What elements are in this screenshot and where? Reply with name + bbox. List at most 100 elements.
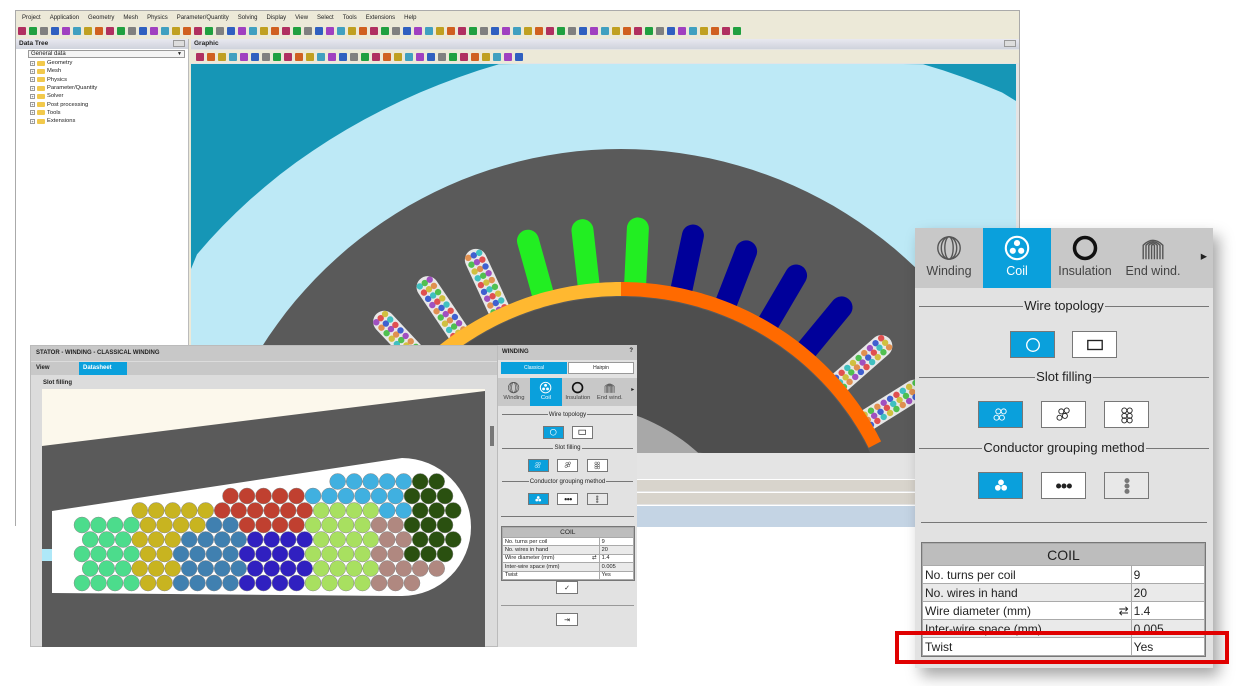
toolbar-button[interactable] bbox=[18, 26, 26, 35]
graphic-tool-button[interactable] bbox=[438, 52, 446, 61]
toolbar-button[interactable] bbox=[183, 26, 191, 35]
toolbar-button[interactable] bbox=[491, 26, 499, 35]
hex-filling-button[interactable] bbox=[527, 459, 549, 472]
round-wire-button[interactable] bbox=[1010, 331, 1055, 358]
tree-item[interactable]: + Extensions bbox=[16, 117, 188, 125]
menu-display[interactable]: Display bbox=[266, 14, 287, 21]
toolbar-button[interactable] bbox=[447, 26, 455, 35]
tab-insulation[interactable]: Insulation bbox=[1051, 228, 1119, 288]
graphic-tool-button[interactable] bbox=[493, 52, 501, 61]
expand-icon[interactable]: + bbox=[30, 102, 35, 108]
graphic-tool-button[interactable] bbox=[273, 52, 281, 61]
tab-coil[interactable]: Coil bbox=[983, 228, 1051, 288]
toolbar-button[interactable] bbox=[513, 26, 521, 35]
toolbar-button[interactable] bbox=[414, 26, 422, 35]
round-wire-button[interactable] bbox=[542, 426, 564, 440]
toolbar-button[interactable] bbox=[601, 26, 609, 35]
menu-mesh[interactable]: Mesh bbox=[123, 14, 139, 21]
graphic-tool-button[interactable] bbox=[416, 52, 424, 61]
toolbar-button[interactable] bbox=[392, 26, 400, 35]
hex-filling-button[interactable] bbox=[978, 401, 1023, 428]
graphic-tool-button[interactable] bbox=[251, 52, 259, 61]
graphic-tool-button[interactable] bbox=[515, 52, 523, 61]
minimize-button[interactable] bbox=[173, 40, 185, 47]
toolbar-button[interactable] bbox=[304, 26, 312, 35]
row-value[interactable]: Yes bbox=[1130, 637, 1206, 656]
tab-insulation[interactable]: Insulation bbox=[562, 378, 594, 406]
menu-geometry[interactable]: Geometry bbox=[88, 14, 115, 21]
expand-icon[interactable]: + bbox=[30, 110, 35, 116]
toolbar-button[interactable] bbox=[271, 26, 279, 35]
tree-item[interactable]: + Physics bbox=[16, 76, 188, 84]
toolbar-button[interactable] bbox=[656, 26, 664, 35]
confirm-button[interactable]: ✓ bbox=[556, 581, 578, 594]
graphic-tool-button[interactable] bbox=[405, 52, 413, 61]
graphic-tool-button[interactable] bbox=[240, 52, 248, 61]
toolbar-button[interactable] bbox=[238, 26, 246, 35]
graphic-tool-button[interactable] bbox=[339, 52, 347, 61]
graphic-tool-button[interactable] bbox=[394, 52, 402, 61]
data-tree-dropdown[interactable]: General data ▼ bbox=[28, 50, 185, 58]
toolbar-button[interactable] bbox=[106, 26, 114, 35]
row-value[interactable]: 20 bbox=[598, 545, 634, 555]
toolbar-button[interactable] bbox=[84, 26, 92, 35]
toolbar-button[interactable] bbox=[689, 26, 697, 35]
tree-item[interactable]: + Geometry bbox=[16, 59, 188, 67]
menu-extensions[interactable]: Extensions bbox=[365, 14, 396, 21]
graphic-tool-button[interactable] bbox=[196, 52, 204, 61]
random-filling-button[interactable] bbox=[1041, 401, 1086, 428]
tab-endwind[interactable]: End wind. bbox=[1119, 228, 1187, 288]
row-value[interactable]: 20 bbox=[1130, 583, 1206, 602]
toolbar-button[interactable] bbox=[161, 26, 169, 35]
unit-convert-icon[interactable]: ⇄ bbox=[591, 555, 597, 562]
row-value[interactable]: 1.4 bbox=[598, 553, 634, 564]
row-value[interactable]: 9 bbox=[1130, 565, 1206, 584]
toolbar-button[interactable] bbox=[315, 26, 323, 35]
tree-item[interactable]: + Solver bbox=[16, 92, 188, 100]
menu-application[interactable]: Application bbox=[49, 14, 80, 21]
toolbar-button[interactable] bbox=[293, 26, 301, 35]
window-buttons[interactable] bbox=[1004, 40, 1016, 47]
group-cluster-button[interactable] bbox=[978, 472, 1023, 499]
tabs-scroll-right-icon[interactable]: ▸ bbox=[1200, 249, 1207, 263]
graphic-tool-button[interactable] bbox=[317, 52, 325, 61]
graphic-tool-button[interactable] bbox=[504, 52, 512, 61]
toolbar-button[interactable] bbox=[634, 26, 642, 35]
row-value[interactable]: 1.4 bbox=[1130, 601, 1206, 620]
toolbar-button[interactable] bbox=[645, 26, 653, 35]
menu-tools[interactable]: Tools bbox=[342, 14, 357, 21]
toolbar-button[interactable] bbox=[700, 26, 708, 35]
expand-icon[interactable]: + bbox=[30, 85, 35, 91]
random-filling-button[interactable] bbox=[557, 459, 579, 472]
toolbar-button[interactable] bbox=[216, 26, 224, 35]
tab-datasheet[interactable]: Datasheet bbox=[79, 362, 127, 375]
row-value[interactable]: 0.005 bbox=[598, 562, 634, 572]
group-column-button[interactable] bbox=[1104, 472, 1149, 499]
expand-icon[interactable]: + bbox=[30, 68, 35, 74]
toolbar-button[interactable] bbox=[40, 26, 48, 35]
toolbar-button[interactable] bbox=[381, 26, 389, 35]
graphic-tool-button[interactable] bbox=[295, 52, 303, 61]
graphic-tool-button[interactable] bbox=[471, 52, 479, 61]
menu-parameterquantity[interactable]: Parameter/Quantity bbox=[176, 14, 229, 21]
tree-item[interactable]: + Parameter/Quantity bbox=[16, 84, 188, 92]
toolbar-button[interactable] bbox=[348, 26, 356, 35]
group-row-button[interactable] bbox=[1041, 472, 1086, 499]
rectangular-wire-button[interactable] bbox=[1072, 331, 1117, 358]
toolbar-button[interactable] bbox=[172, 26, 180, 35]
tree-item[interactable]: + Post processing bbox=[16, 100, 188, 108]
toolbar-button[interactable] bbox=[227, 26, 235, 35]
toolbar-button[interactable] bbox=[326, 26, 334, 35]
toolbar-button[interactable] bbox=[95, 26, 103, 35]
toolbar-button[interactable] bbox=[733, 26, 741, 35]
expand-icon[interactable]: + bbox=[30, 93, 35, 99]
graphic-tool-button[interactable] bbox=[427, 52, 435, 61]
scrollbar[interactable] bbox=[490, 426, 494, 446]
toolbar-button[interactable] bbox=[590, 26, 598, 35]
toolbar-button[interactable] bbox=[436, 26, 444, 35]
toolbar-button[interactable] bbox=[150, 26, 158, 35]
help-button[interactable]: ? bbox=[629, 348, 633, 354]
toolbar-button[interactable] bbox=[546, 26, 554, 35]
graphic-tool-button[interactable] bbox=[372, 52, 380, 61]
square-filling-button[interactable] bbox=[586, 459, 608, 472]
